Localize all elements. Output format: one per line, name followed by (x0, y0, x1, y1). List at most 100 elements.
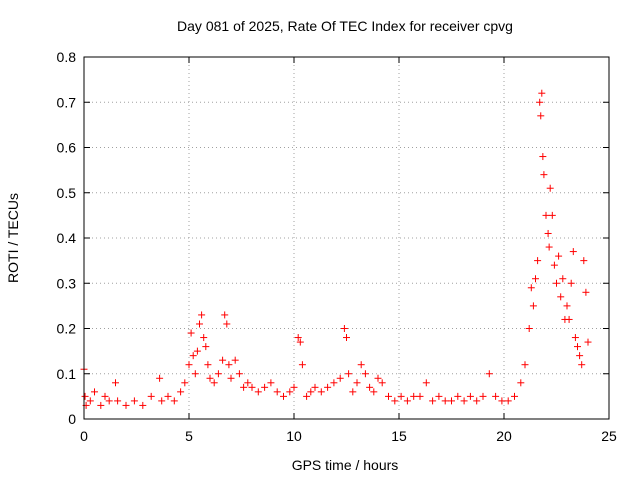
data-point (545, 243, 553, 251)
data-point (416, 392, 424, 400)
data-point (112, 379, 119, 387)
data-point (290, 383, 298, 391)
data-point (410, 392, 418, 400)
y-tick-label: 0.3 (57, 275, 77, 291)
data-point (114, 397, 122, 405)
data-point (311, 383, 319, 391)
data-point (105, 397, 113, 405)
data-point (473, 397, 481, 405)
data-point (227, 374, 235, 382)
data-point (219, 356, 227, 364)
data-point (214, 370, 222, 378)
data-point (536, 98, 544, 106)
data-point (557, 293, 565, 301)
data-point (340, 325, 348, 332)
axis-ticks: 0 5 10 15 20 25 0 0.1 0.2 0.3 0.4 0.5 0.6 0.7 0.8 (57, 49, 617, 444)
data-point (343, 334, 350, 342)
data-point (498, 397, 506, 405)
data-point (374, 374, 382, 382)
data-point (525, 325, 533, 332)
data-point (539, 153, 547, 161)
data-point (177, 388, 185, 396)
data-point (578, 361, 586, 369)
data-point (529, 302, 537, 310)
x-tick-label: 5 (185, 428, 193, 444)
data-point (81, 392, 89, 400)
data-point (294, 334, 302, 342)
data-point (303, 392, 311, 400)
data-point (273, 388, 281, 396)
grid-layer (84, 57, 609, 419)
data-point (466, 392, 474, 400)
data-point (185, 361, 193, 369)
data-point (147, 392, 155, 400)
plot-frame (83, 56, 610, 420)
data-point (181, 379, 189, 387)
y-tick-label: 0.2 (57, 321, 77, 337)
data-point (345, 370, 353, 378)
data-point (448, 397, 455, 405)
data-point (546, 184, 554, 192)
data-point (122, 401, 130, 409)
data-point (511, 392, 518, 400)
data-point (280, 392, 287, 400)
data-point (357, 361, 365, 369)
data-point (231, 356, 239, 364)
data-point (441, 397, 449, 405)
data-point (485, 370, 493, 378)
data-point (261, 383, 269, 391)
data-point (555, 252, 563, 260)
x-tick-label: 20 (496, 428, 512, 444)
data-point (479, 392, 487, 400)
data-point (391, 397, 399, 405)
data-point (130, 397, 138, 405)
data-point (544, 229, 552, 237)
data-point (454, 392, 462, 400)
data-point (191, 370, 199, 378)
x-tick-label: 0 (80, 428, 88, 444)
data-point (221, 311, 229, 319)
data-point (548, 211, 556, 219)
data-point (521, 361, 529, 369)
data-point (158, 397, 166, 405)
data-point (317, 388, 325, 396)
x-tick-label: 10 (286, 428, 302, 444)
data-point (532, 275, 539, 283)
y-tick-label: 0.5 (57, 185, 77, 201)
data-point (198, 311, 206, 319)
data-point (397, 392, 405, 400)
data-point (206, 374, 214, 382)
data-point (286, 388, 294, 396)
data-point (538, 89, 546, 97)
data-point (187, 329, 195, 337)
data-point (576, 352, 584, 360)
data-point (527, 284, 535, 292)
data-point (582, 288, 590, 296)
data-point (537, 112, 545, 120)
data-point (223, 320, 231, 328)
data-point (139, 401, 147, 409)
data-point (235, 370, 243, 378)
data-point (584, 338, 592, 346)
data-point (435, 392, 443, 400)
data-point (563, 302, 571, 310)
data-point (460, 397, 468, 405)
data-point (422, 379, 430, 387)
data-point (378, 379, 386, 387)
data-point (210, 379, 218, 387)
data-point (580, 257, 588, 265)
y-tick-label: 0 (68, 411, 76, 427)
data-point (574, 343, 581, 351)
data-point (156, 374, 164, 382)
data-point (267, 379, 275, 387)
y-tick-label: 0.4 (57, 230, 77, 246)
data-point (254, 388, 262, 396)
data-point (225, 361, 233, 369)
data-point (97, 401, 105, 409)
data-point (542, 211, 550, 219)
data-point (196, 320, 203, 328)
data-point (164, 392, 172, 400)
data-point (571, 334, 579, 342)
x-axis-label: GPS time / hours (292, 457, 399, 473)
